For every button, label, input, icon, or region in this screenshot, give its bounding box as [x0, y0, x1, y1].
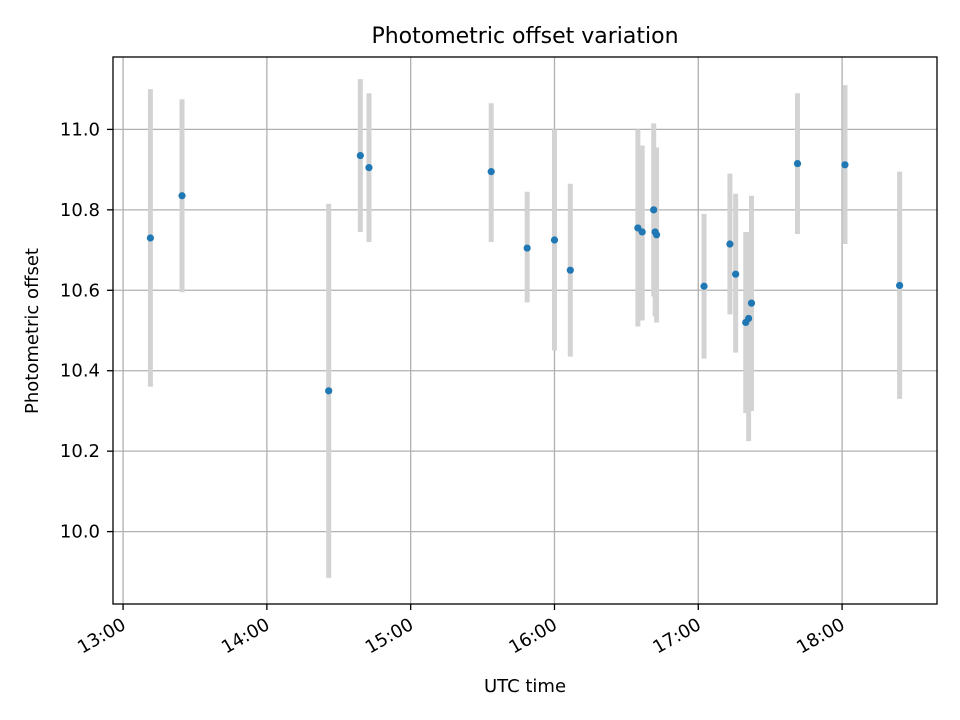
point-layer [146, 151, 904, 395]
data-point [566, 266, 574, 274]
data-point [726, 240, 734, 248]
x-axis-ticks: 13:00 14:00 15:00 16:00 17:00 18:00 [74, 604, 849, 658]
y-tick-label: 10.2 [60, 441, 100, 462]
data-point [487, 168, 495, 176]
data-point [325, 387, 333, 395]
x-tick-label: 15:00 [362, 614, 417, 658]
plot-frame [112, 56, 938, 605]
x-tick-label: 17:00 [649, 614, 704, 658]
data-point [365, 164, 373, 172]
data-point [700, 282, 708, 290]
x-tick-label: 16:00 [506, 614, 561, 658]
x-tick-label: 14:00 [218, 614, 273, 658]
data-point [793, 159, 802, 168]
data-point [747, 299, 756, 307]
y-tick-label: 10.8 [60, 200, 100, 221]
data-point [146, 234, 154, 242]
chart-title: Photometric offset variation [371, 24, 678, 49]
data-point [523, 244, 531, 252]
y-axis-label: Photometric offset [22, 248, 43, 414]
data-point [745, 314, 753, 323]
y-axis-ticks: 10.0 10.2 10.4 10.6 10.8 11.0 [60, 119, 113, 543]
y-tick-label: 11.0 [60, 119, 100, 140]
x-tick-label: 13:00 [74, 614, 129, 658]
errorbar-layer [147, 79, 903, 578]
y-tick-label: 10.0 [60, 522, 100, 543]
y-tick-label: 10.4 [60, 361, 100, 382]
data-point [732, 270, 740, 278]
grid-layer [113, 57, 937, 604]
data-point [652, 231, 661, 239]
y-tick-label: 10.6 [60, 280, 100, 301]
data-point [550, 236, 559, 244]
data-point [650, 206, 658, 214]
x-axis-label: UTC time [484, 676, 566, 697]
data-point [638, 228, 646, 236]
data-point [356, 151, 364, 160]
data-point [178, 192, 186, 200]
data-point [841, 161, 849, 169]
data-point [896, 281, 904, 290]
x-tick-label: 18:00 [793, 614, 848, 658]
